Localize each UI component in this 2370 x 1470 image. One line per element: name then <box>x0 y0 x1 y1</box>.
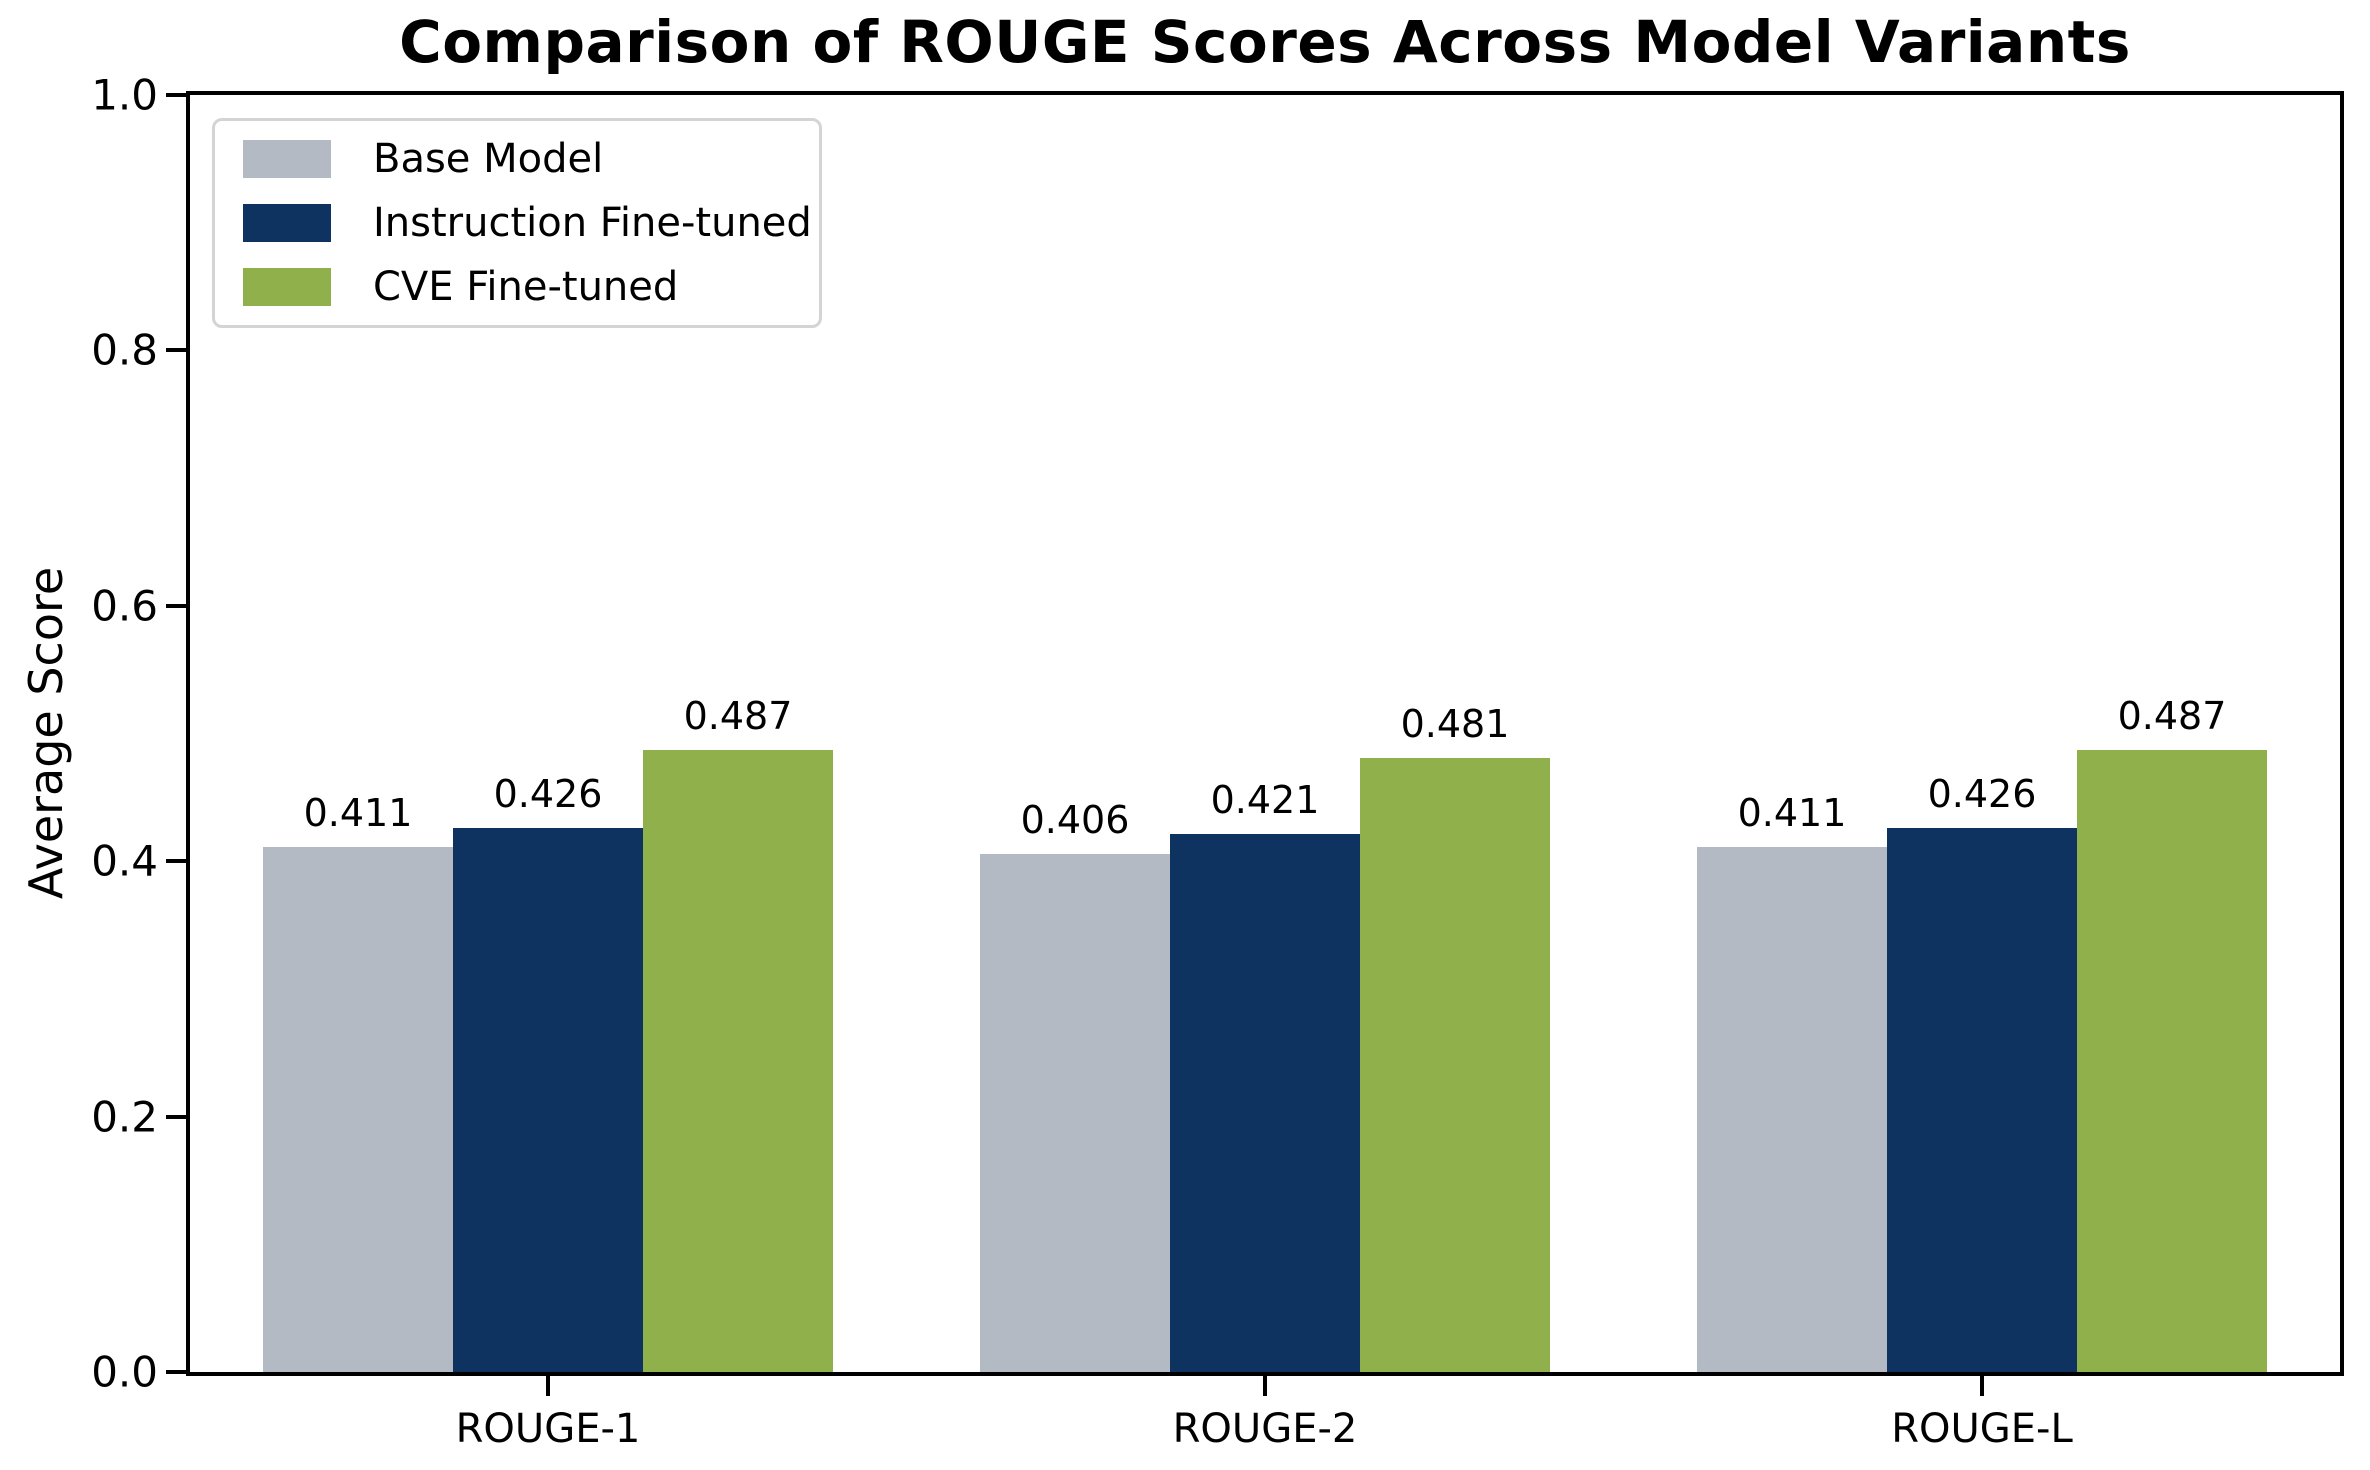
bar-value-label: 0.421 <box>1210 778 1320 822</box>
y-tick-label: 0.4 <box>91 836 158 886</box>
legend: Base Model Instruction Fine-tuned CVE Fi… <box>212 118 822 328</box>
y-tick-label: 0.6 <box>91 581 158 631</box>
legend-label-instruction-fine-tuned: Instruction Fine-tuned <box>373 200 812 246</box>
y-tick-mark <box>166 1115 186 1119</box>
y-tick-mark <box>166 604 186 608</box>
y-tick-mark <box>166 1370 186 1374</box>
bar-value-label: 0.406 <box>1020 798 1130 842</box>
x-tick-label-rouge-1: ROUGE-1 <box>455 1406 641 1452</box>
x-tick-mark <box>1263 1376 1267 1396</box>
bar-value-label: 0.411 <box>303 791 413 835</box>
bar-rouge-2-instruction-fine-tuned <box>1170 834 1360 1372</box>
bar-rouge-l-base-model <box>1697 847 1887 1372</box>
x-tick-mark <box>1980 1376 1984 1396</box>
chart-title: Comparison of ROUGE Scores Across Model … <box>399 8 2131 76</box>
legend-label-base-model: Base Model <box>373 136 604 182</box>
y-tick-mark <box>166 93 186 97</box>
bar-rouge-1-base-model <box>263 847 453 1372</box>
bar-rouge-l-cve-fine-tuned <box>2077 750 2267 1372</box>
y-tick-label: 0.2 <box>91 1092 158 1142</box>
legend-swatch-base-model <box>243 140 331 178</box>
legend-item: CVE Fine-tuned <box>215 255 819 319</box>
legend-item: Base Model <box>215 127 819 191</box>
bar-rouge-l-instruction-fine-tuned <box>1887 828 2077 1372</box>
plot-area: 0.411 0.426 0.487 0.406 0.421 0.481 0.411 0.426… <box>186 91 2344 1376</box>
y-tick-mark <box>166 859 186 863</box>
legend-label-cve-fine-tuned: CVE Fine-tuned <box>373 264 679 310</box>
legend-swatch-instruction-fine-tuned <box>243 204 331 242</box>
y-tick-label: 1.0 <box>91 70 158 120</box>
bar-value-label: 0.411 <box>1737 791 1847 835</box>
y-tick-label: 0.8 <box>91 325 158 375</box>
legend-swatch-cve-fine-tuned <box>243 268 331 306</box>
bar-value-label: 0.426 <box>493 772 603 816</box>
bar-value-label: 0.426 <box>1927 772 2037 816</box>
bar-value-label: 0.481 <box>1400 702 1510 746</box>
bar-rouge-1-cve-fine-tuned <box>643 750 833 1372</box>
bar-value-label: 0.487 <box>2117 694 2227 738</box>
x-tick-label-rouge-2: ROUGE-2 <box>1172 1406 1358 1452</box>
bar-rouge-2-base-model <box>980 854 1170 1372</box>
x-tick-mark <box>546 1376 550 1396</box>
x-tick-label-rouge-l: ROUGE-L <box>1891 1406 2073 1452</box>
y-tick-mark <box>166 348 186 352</box>
bar-rouge-2-cve-fine-tuned <box>1360 758 1550 1372</box>
y-tick-label: 0.0 <box>91 1347 158 1397</box>
bar-rouge-1-instruction-fine-tuned <box>453 828 643 1372</box>
legend-item: Instruction Fine-tuned <box>215 191 819 255</box>
bar-value-label: 0.487 <box>683 694 793 738</box>
